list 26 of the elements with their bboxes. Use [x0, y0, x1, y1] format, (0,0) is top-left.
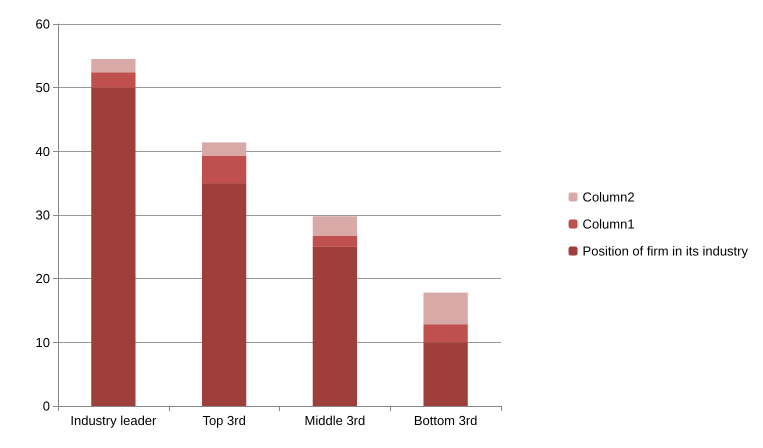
y-tick-label: 50 [36, 80, 50, 96]
y-tick-label: 30 [36, 208, 50, 222]
bar [312, 216, 358, 236]
x-tick-label: Top 3rd [202, 413, 246, 428]
y-tick-label: 60 [36, 16, 50, 32]
bar [91, 72, 136, 88]
y-tick-label: 20 [36, 271, 50, 286]
bar [423, 324, 468, 342]
bar [202, 142, 246, 156]
legend-label: Column1 [582, 216, 635, 232]
bar [312, 246, 358, 406]
y-tick-label: 10 [36, 334, 50, 350]
bar [423, 342, 468, 406]
y-tick-label: 40 [36, 144, 50, 159]
legend-label: Position of firm in its industry [582, 244, 748, 258]
bar [202, 156, 246, 184]
bar [91, 88, 136, 406]
x-tick-label: Middle 3rd [304, 413, 366, 428]
y-tick-label: 0 [42, 398, 50, 414]
bar [91, 59, 136, 72]
bar [423, 292, 468, 325]
x-tick-label: Bottom 3rd [414, 413, 478, 428]
legend-label: Column2 [582, 190, 635, 204]
x-tick-label: Industry leader [70, 413, 158, 428]
bar [202, 183, 246, 406]
bar [312, 236, 358, 247]
